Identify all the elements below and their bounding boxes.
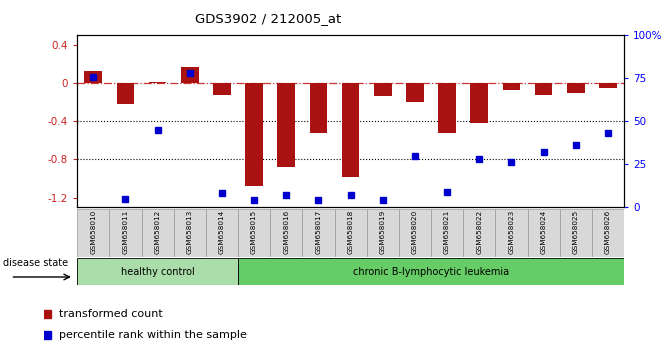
Text: GSM658016: GSM658016 (283, 210, 289, 254)
Bar (535, 83, 552, 96)
Bar (117, 83, 134, 104)
Text: GSM658020: GSM658020 (412, 210, 418, 254)
FancyBboxPatch shape (463, 209, 495, 257)
Text: disease state: disease state (3, 258, 68, 268)
FancyBboxPatch shape (77, 258, 238, 285)
Text: transformed count: transformed count (59, 309, 162, 319)
Text: GSM658012: GSM658012 (154, 210, 160, 254)
Text: GDS3902 / 212005_at: GDS3902 / 212005_at (195, 12, 342, 25)
Bar (438, 83, 456, 133)
Text: GSM658019: GSM658019 (380, 210, 386, 254)
Bar (181, 67, 199, 83)
Text: GSM658013: GSM658013 (187, 210, 193, 254)
Text: GSM658024: GSM658024 (541, 210, 547, 254)
Text: GSM658015: GSM658015 (251, 210, 257, 254)
Text: GSM658018: GSM658018 (348, 210, 354, 254)
Text: chronic B-lymphocytic leukemia: chronic B-lymphocytic leukemia (353, 267, 509, 277)
Bar (374, 83, 392, 96)
FancyBboxPatch shape (592, 209, 624, 257)
Text: GSM658026: GSM658026 (605, 210, 611, 254)
Bar (599, 83, 617, 88)
Text: percentile rank within the sample: percentile rank within the sample (59, 330, 247, 341)
FancyBboxPatch shape (270, 209, 303, 257)
Text: GSM658021: GSM658021 (444, 210, 450, 254)
FancyBboxPatch shape (527, 209, 560, 257)
Text: GSM658023: GSM658023 (509, 210, 515, 254)
FancyBboxPatch shape (238, 209, 270, 257)
Bar (213, 83, 231, 96)
Text: GSM658011: GSM658011 (122, 210, 128, 254)
FancyBboxPatch shape (399, 209, 431, 257)
Bar (342, 83, 360, 177)
Text: GSM658010: GSM658010 (90, 210, 96, 254)
FancyBboxPatch shape (206, 209, 238, 257)
FancyBboxPatch shape (495, 209, 527, 257)
FancyBboxPatch shape (77, 209, 109, 257)
FancyBboxPatch shape (142, 209, 174, 257)
FancyBboxPatch shape (560, 209, 592, 257)
Bar (277, 83, 295, 167)
FancyBboxPatch shape (238, 258, 624, 285)
Bar (245, 83, 263, 186)
Bar (406, 83, 424, 102)
Text: GSM658025: GSM658025 (573, 210, 579, 254)
Bar (85, 71, 102, 83)
FancyBboxPatch shape (431, 209, 463, 257)
FancyBboxPatch shape (366, 209, 399, 257)
Text: healthy control: healthy control (121, 267, 195, 277)
Bar (503, 83, 520, 90)
Bar (470, 83, 488, 123)
FancyBboxPatch shape (174, 209, 206, 257)
FancyBboxPatch shape (335, 209, 366, 257)
Bar (567, 83, 584, 93)
Bar (149, 82, 166, 83)
Text: GSM658022: GSM658022 (476, 210, 482, 254)
FancyBboxPatch shape (109, 209, 142, 257)
Text: GSM658017: GSM658017 (315, 210, 321, 254)
Bar (309, 83, 327, 133)
Text: GSM658014: GSM658014 (219, 210, 225, 254)
FancyBboxPatch shape (303, 209, 335, 257)
